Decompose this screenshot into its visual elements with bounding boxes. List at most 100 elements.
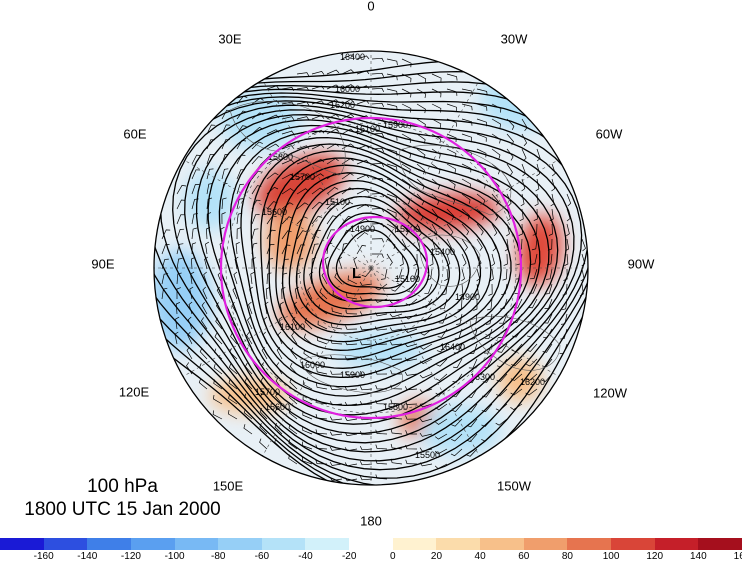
colorbar-cell (87, 538, 131, 550)
wind-barb (296, 72, 310, 77)
wind-barb (341, 54, 355, 60)
wind-barb (401, 58, 412, 68)
wind-barb (296, 145, 310, 150)
wind-barb (504, 238, 509, 252)
contour-label: 14900 (455, 292, 480, 302)
wind-barb (510, 373, 523, 381)
wind-barb (191, 154, 201, 165)
colorbar-tick-label: 60 (518, 551, 530, 562)
wind-barb (316, 367, 328, 375)
colorbar-cell (218, 538, 262, 550)
wind-barb (205, 241, 210, 255)
wind-barb (311, 115, 325, 120)
wind-barb (550, 193, 555, 207)
wind-barb (356, 245, 367, 255)
wind-barb (521, 178, 526, 192)
wind-barb (199, 347, 208, 360)
lat-lon-grid (154, 51, 588, 485)
wind-barb (200, 332, 208, 345)
wind-barb (236, 154, 246, 165)
wind-barb (251, 126, 264, 135)
anomaly-blob (420, 405, 500, 455)
wind-barb (437, 328, 448, 338)
wind-barb (221, 153, 230, 165)
wind-barb (293, 301, 298, 315)
wind-barb (304, 318, 313, 330)
wind-barb (311, 158, 325, 165)
wind-barb (161, 287, 168, 300)
wind-barb (485, 313, 493, 325)
wind-barb (512, 328, 523, 338)
wind-barb (374, 312, 388, 317)
wind-barb (386, 133, 398, 141)
wind-barb (344, 416, 358, 421)
colorbar-cell (0, 538, 44, 550)
wind-barb (236, 212, 243, 225)
wind-barb (531, 238, 538, 251)
wind-barb (436, 358, 448, 367)
wind-barb (307, 286, 313, 300)
wind-barb (330, 354, 343, 360)
wind-barb (251, 185, 262, 195)
anomaly-blob (396, 193, 500, 231)
wind-barb (334, 273, 343, 285)
colorbar-tick-label: -20 (341, 551, 357, 562)
wind-barb (288, 408, 298, 420)
wind-barb (389, 341, 403, 346)
wind-barb (471, 313, 478, 326)
wind-barb (375, 384, 388, 390)
wind-barb (198, 378, 208, 390)
wind-barb (416, 88, 427, 99)
wind-barb (476, 103, 488, 111)
wind-barb (405, 459, 418, 465)
wind-barb (288, 454, 298, 465)
wind-barb (251, 242, 258, 255)
wind-barb (375, 444, 388, 450)
wind-barb (431, 103, 442, 113)
wind-barb (236, 95, 248, 105)
wind-barb (213, 394, 223, 405)
wind-barb (344, 386, 358, 391)
wind-barb (561, 298, 568, 311)
anomaly-blob (185, 170, 235, 230)
wind-barb (501, 283, 508, 295)
contour-label: 16200 (520, 377, 545, 387)
wind-barb (461, 268, 465, 282)
wind-barb (371, 132, 385, 138)
contour-label: 15100 (395, 274, 420, 284)
colorbar-tick-label: 100 (602, 551, 620, 562)
wind-barb (274, 407, 283, 420)
wind-barb (579, 283, 584, 297)
wind-barb (374, 326, 388, 331)
meridian-line (262, 267, 372, 457)
wind-barb (386, 193, 397, 202)
wind-barb (446, 208, 455, 220)
wind-barb (296, 272, 302, 285)
wind-barb (497, 358, 508, 368)
wind-barb (481, 418, 493, 427)
wind-barb (288, 424, 298, 435)
wind-barb (461, 88, 473, 95)
wind-barb (390, 458, 403, 465)
wind-barb (356, 159, 370, 165)
height-contour (154, 92, 588, 471)
wind-barb (175, 316, 180, 330)
wind-barb (476, 133, 487, 142)
wind-barb (341, 172, 354, 180)
wind-barb (424, 283, 433, 294)
wind-barb (371, 72, 385, 78)
wind-barb (446, 193, 456, 205)
height-contour (260, 150, 512, 369)
wind-barb (375, 355, 388, 360)
wind-barb (359, 311, 373, 316)
wind-barb (405, 400, 418, 405)
coastline (229, 101, 346, 176)
height-contour (159, 100, 588, 453)
height-contour (250, 143, 522, 379)
wind-barb (482, 373, 493, 383)
wind-barb (233, 271, 238, 285)
wind-barb (275, 392, 283, 405)
wind-barb (420, 343, 433, 350)
wind-barb (419, 388, 433, 393)
